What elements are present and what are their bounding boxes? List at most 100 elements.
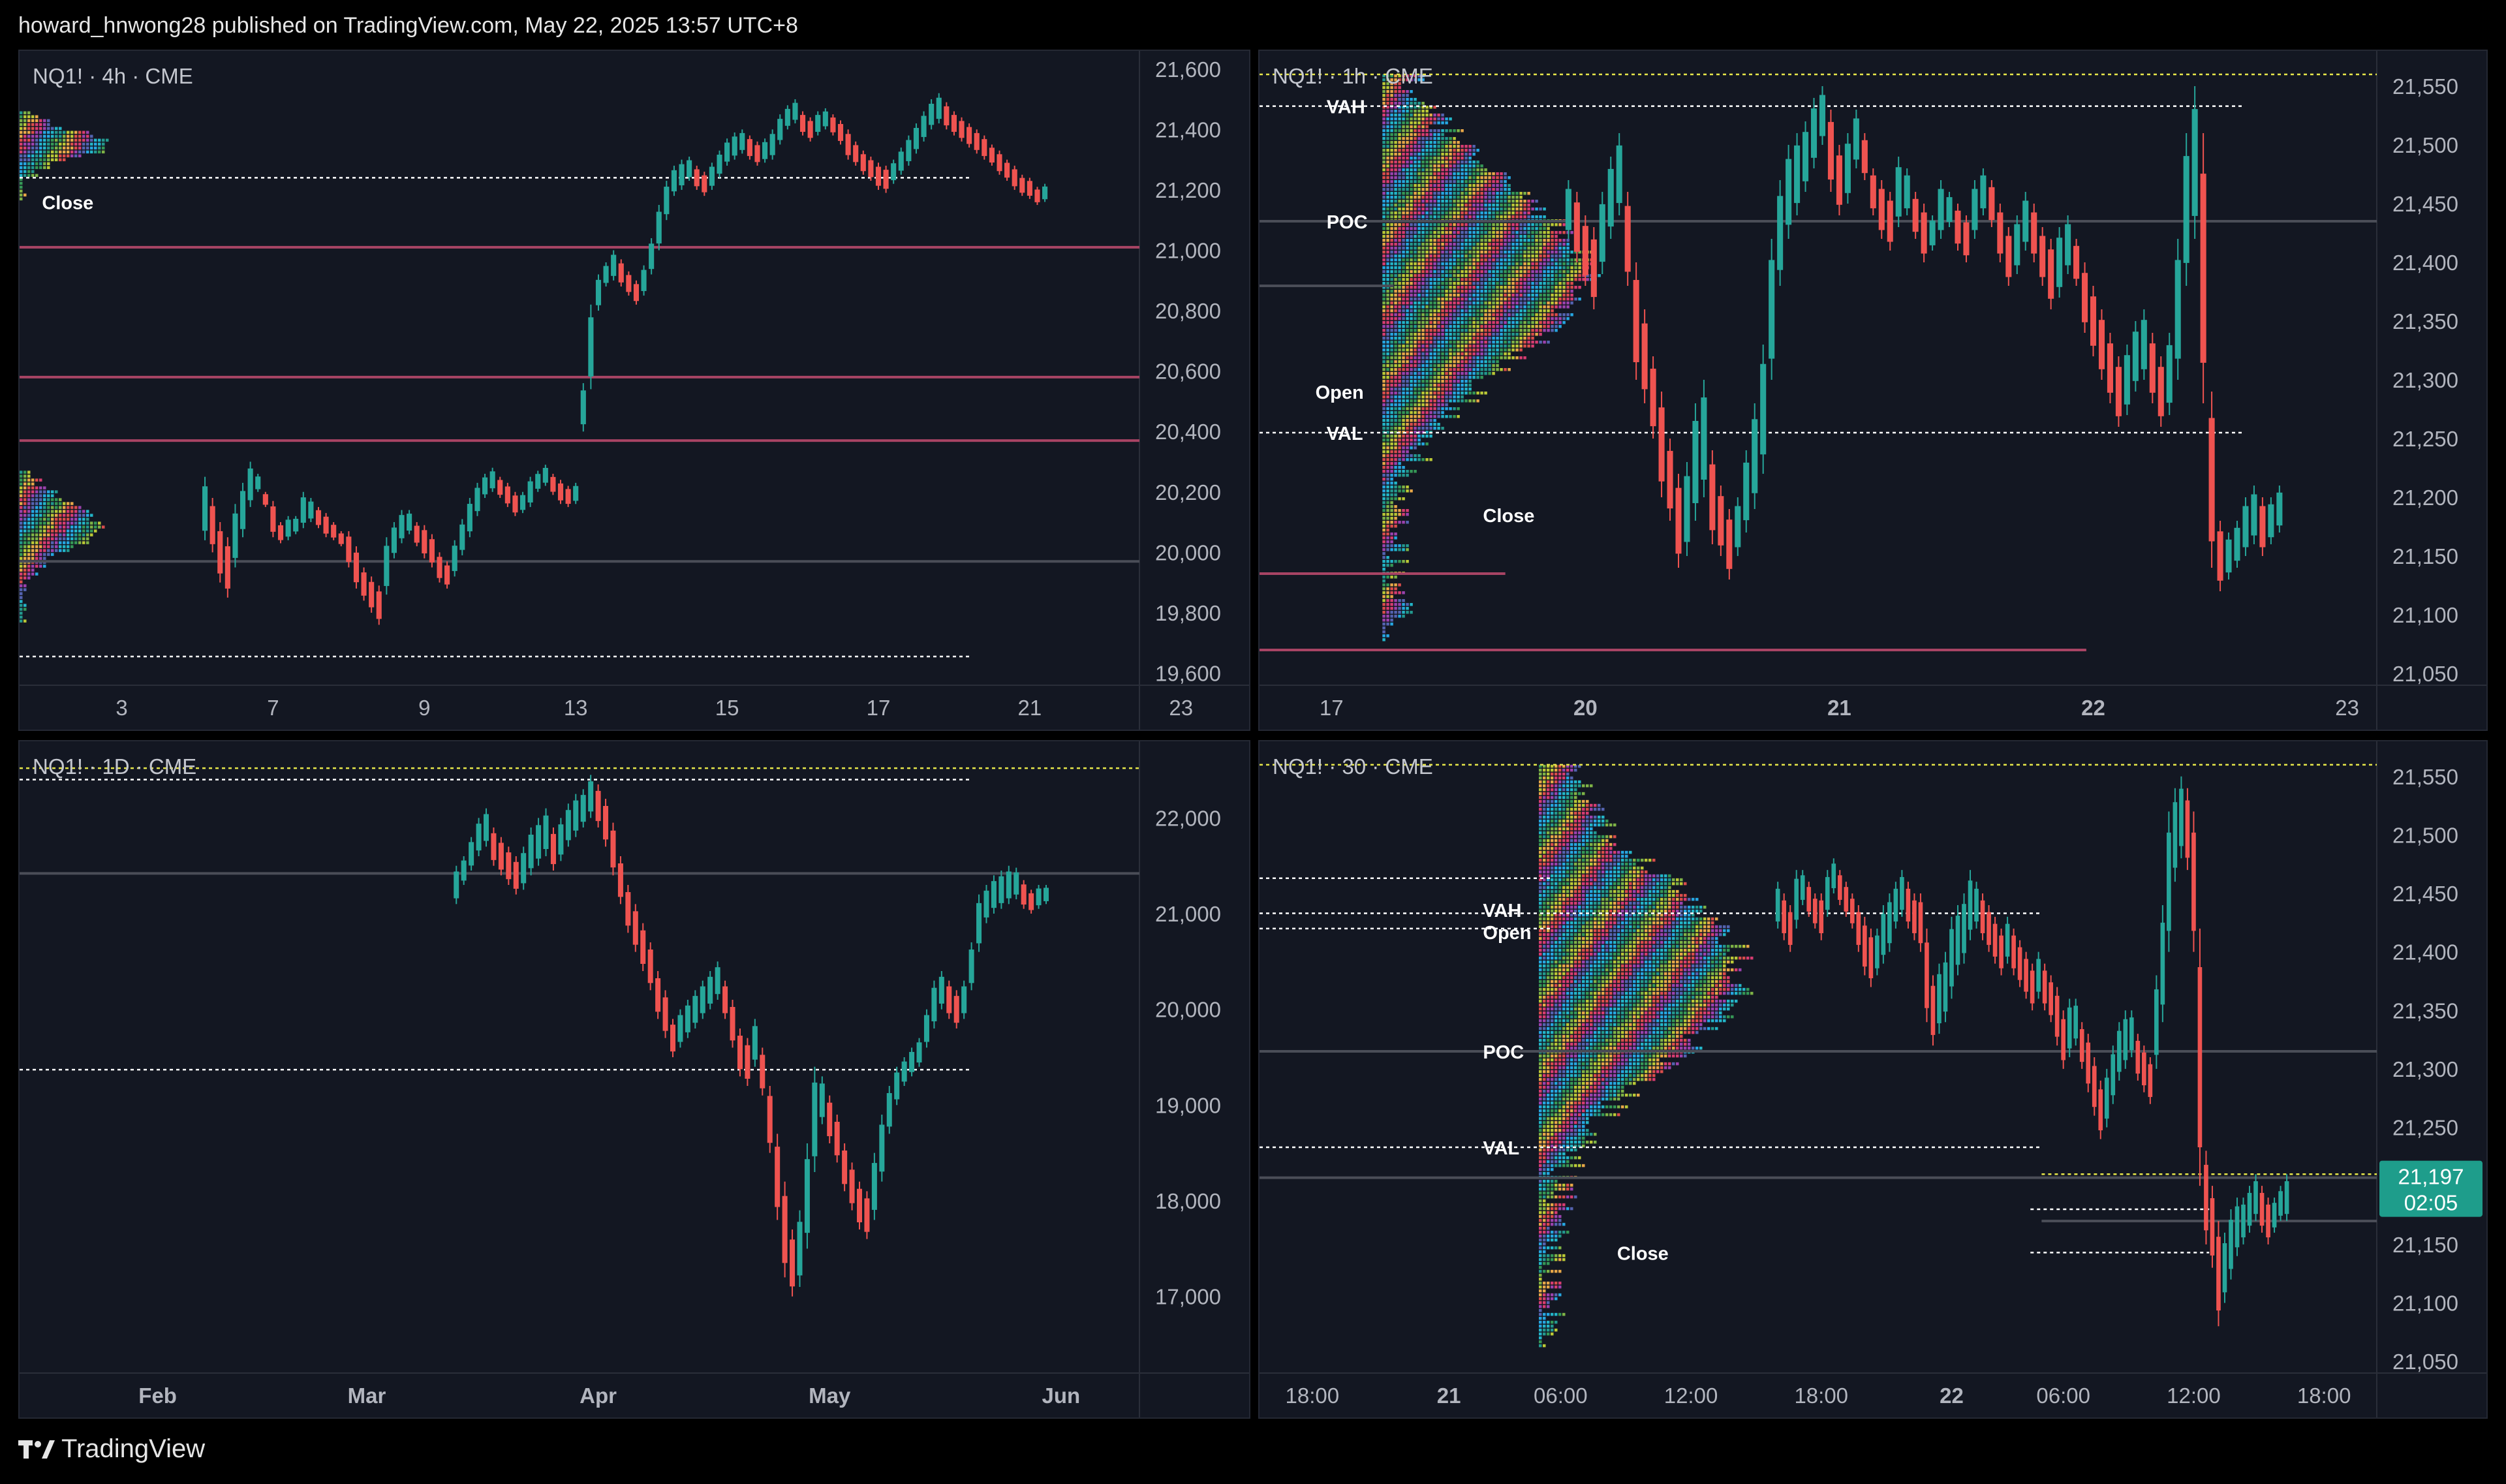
candle-body: [797, 1222, 803, 1276]
profile-cell: [1394, 129, 1397, 132]
profile-cell: [55, 510, 58, 513]
profile-cell: [1425, 231, 1429, 234]
profile-cell: [1535, 313, 1538, 317]
profile-cell: [1398, 513, 1401, 516]
profile-cell: [1539, 215, 1542, 219]
profile-cell: [1386, 595, 1389, 598]
profile-cell: [1421, 274, 1425, 277]
profile-cell: [1390, 536, 1393, 540]
profile-cell: [1472, 145, 1476, 148]
profile-cell: [1461, 364, 1464, 367]
profile-cell: [1566, 239, 1570, 242]
profile-cell: [1500, 305, 1503, 309]
profile-cell: [1476, 360, 1479, 363]
profile-cell: [1402, 137, 1405, 140]
chart-panel-30m[interactable]: 21,05021,10021,15021,20021,25021,30021,3…: [1258, 740, 2488, 1419]
profile-cell: [1437, 270, 1440, 273]
profile-cell: [1598, 870, 1601, 874]
chart-panel-4h[interactable]: 19,600 19,800 20,000 20,200 20,400 20,600 20,8…: [18, 50, 1250, 731]
profile-cell: [1417, 251, 1421, 254]
chart-panel-1d[interactable]: 17,000 18,000 19,000 20,000 21,000 22,000 Feb M…: [18, 740, 1250, 1419]
profile-cell: [1504, 321, 1507, 324]
profile-cell: [1558, 823, 1562, 827]
profile-cell: [1500, 309, 1503, 313]
profile-cell: [1511, 345, 1515, 348]
profile-cell: [1421, 102, 1425, 105]
profile-cell: [1394, 352, 1397, 356]
profile-cell: [1398, 423, 1401, 426]
profile-cell: [1421, 403, 1425, 407]
profile-cell: [1480, 372, 1483, 375]
profile-cell: [1558, 321, 1562, 324]
profile-cell: [1394, 470, 1397, 473]
profile-cell: [1421, 458, 1425, 461]
profile-cell: [1508, 290, 1511, 293]
profile-cell: [1414, 172, 1417, 176]
profile-cell: [1500, 192, 1503, 195]
profile-cell: [47, 533, 50, 536]
profile-cell: [1398, 301, 1401, 305]
profile-cell: [1551, 325, 1554, 328]
profile-cell: [1531, 333, 1534, 336]
profile-cell: [70, 146, 74, 150]
profile-cell: [1472, 223, 1476, 226]
candle-body: [1769, 260, 1775, 359]
profile-cell: [1582, 831, 1585, 835]
candle-body: [790, 1239, 796, 1287]
profile-cell: [1488, 352, 1491, 356]
profile-cell: [1504, 184, 1507, 187]
profile-cell: [1449, 141, 1452, 144]
profile-cell: [23, 174, 27, 178]
profile-cell: [1417, 211, 1421, 215]
profile-cell: [1558, 290, 1562, 293]
profile-cell: [23, 604, 27, 607]
profile-cell: [1570, 815, 1573, 819]
chart-panel-1h[interactable]: 21,050 21,100 21,150 21,200 21,250 21,300 21,3…: [1258, 50, 2488, 731]
profile-cell: [78, 150, 82, 154]
profile-cell: [1402, 423, 1405, 426]
profile-cell: [1382, 286, 1385, 289]
profile-cell: [1594, 846, 1597, 850]
profile-cell: [1441, 200, 1444, 203]
profile-cell: [67, 154, 70, 158]
profile-cell: [1488, 243, 1491, 246]
profile-cell: [1547, 341, 1550, 344]
profile-cell: [1414, 258, 1417, 262]
profile-cell: [1433, 129, 1436, 132]
profile-cell: [1437, 388, 1440, 391]
profile-cell: [1402, 454, 1405, 457]
profile-cell: [1547, 854, 1550, 858]
profile-cell: [1531, 301, 1534, 305]
profile-cell: [1382, 450, 1385, 454]
profile-cell: [1539, 823, 1542, 827]
profile-cell: [1398, 255, 1401, 258]
profile-cell: [1406, 356, 1409, 360]
profile-cell: [20, 178, 23, 181]
profile-cell: [1398, 486, 1401, 489]
profile-cell: [1457, 313, 1460, 317]
profile-cell: [31, 115, 35, 119]
profile-cell: [1382, 360, 1385, 363]
profile-cell: [1488, 176, 1491, 179]
profile-cell: [1472, 153, 1476, 156]
profile-cell: [1441, 258, 1444, 262]
profile-cell: [1535, 305, 1538, 309]
profile-cell: [1570, 286, 1573, 289]
profile-cell: [20, 553, 23, 556]
profile-cell: [1468, 294, 1472, 297]
profile-cell: [55, 127, 58, 131]
profile-cell: [1433, 286, 1436, 289]
profile-cell: [1472, 399, 1476, 403]
profile-cell: [1433, 380, 1436, 383]
profile-cell: [1535, 208, 1538, 211]
profile-cell: [1425, 388, 1429, 391]
profile-cell: [1398, 415, 1401, 418]
profile-cell: [1425, 337, 1429, 340]
profile-cell: [1551, 266, 1554, 270]
profile-cell: [31, 134, 35, 138]
profile-cell: [1386, 431, 1389, 434]
profile-cell: [59, 506, 62, 509]
profile-cell: [1492, 341, 1495, 344]
profile-cell: [1382, 454, 1385, 457]
profile-cell: [1468, 278, 1472, 281]
